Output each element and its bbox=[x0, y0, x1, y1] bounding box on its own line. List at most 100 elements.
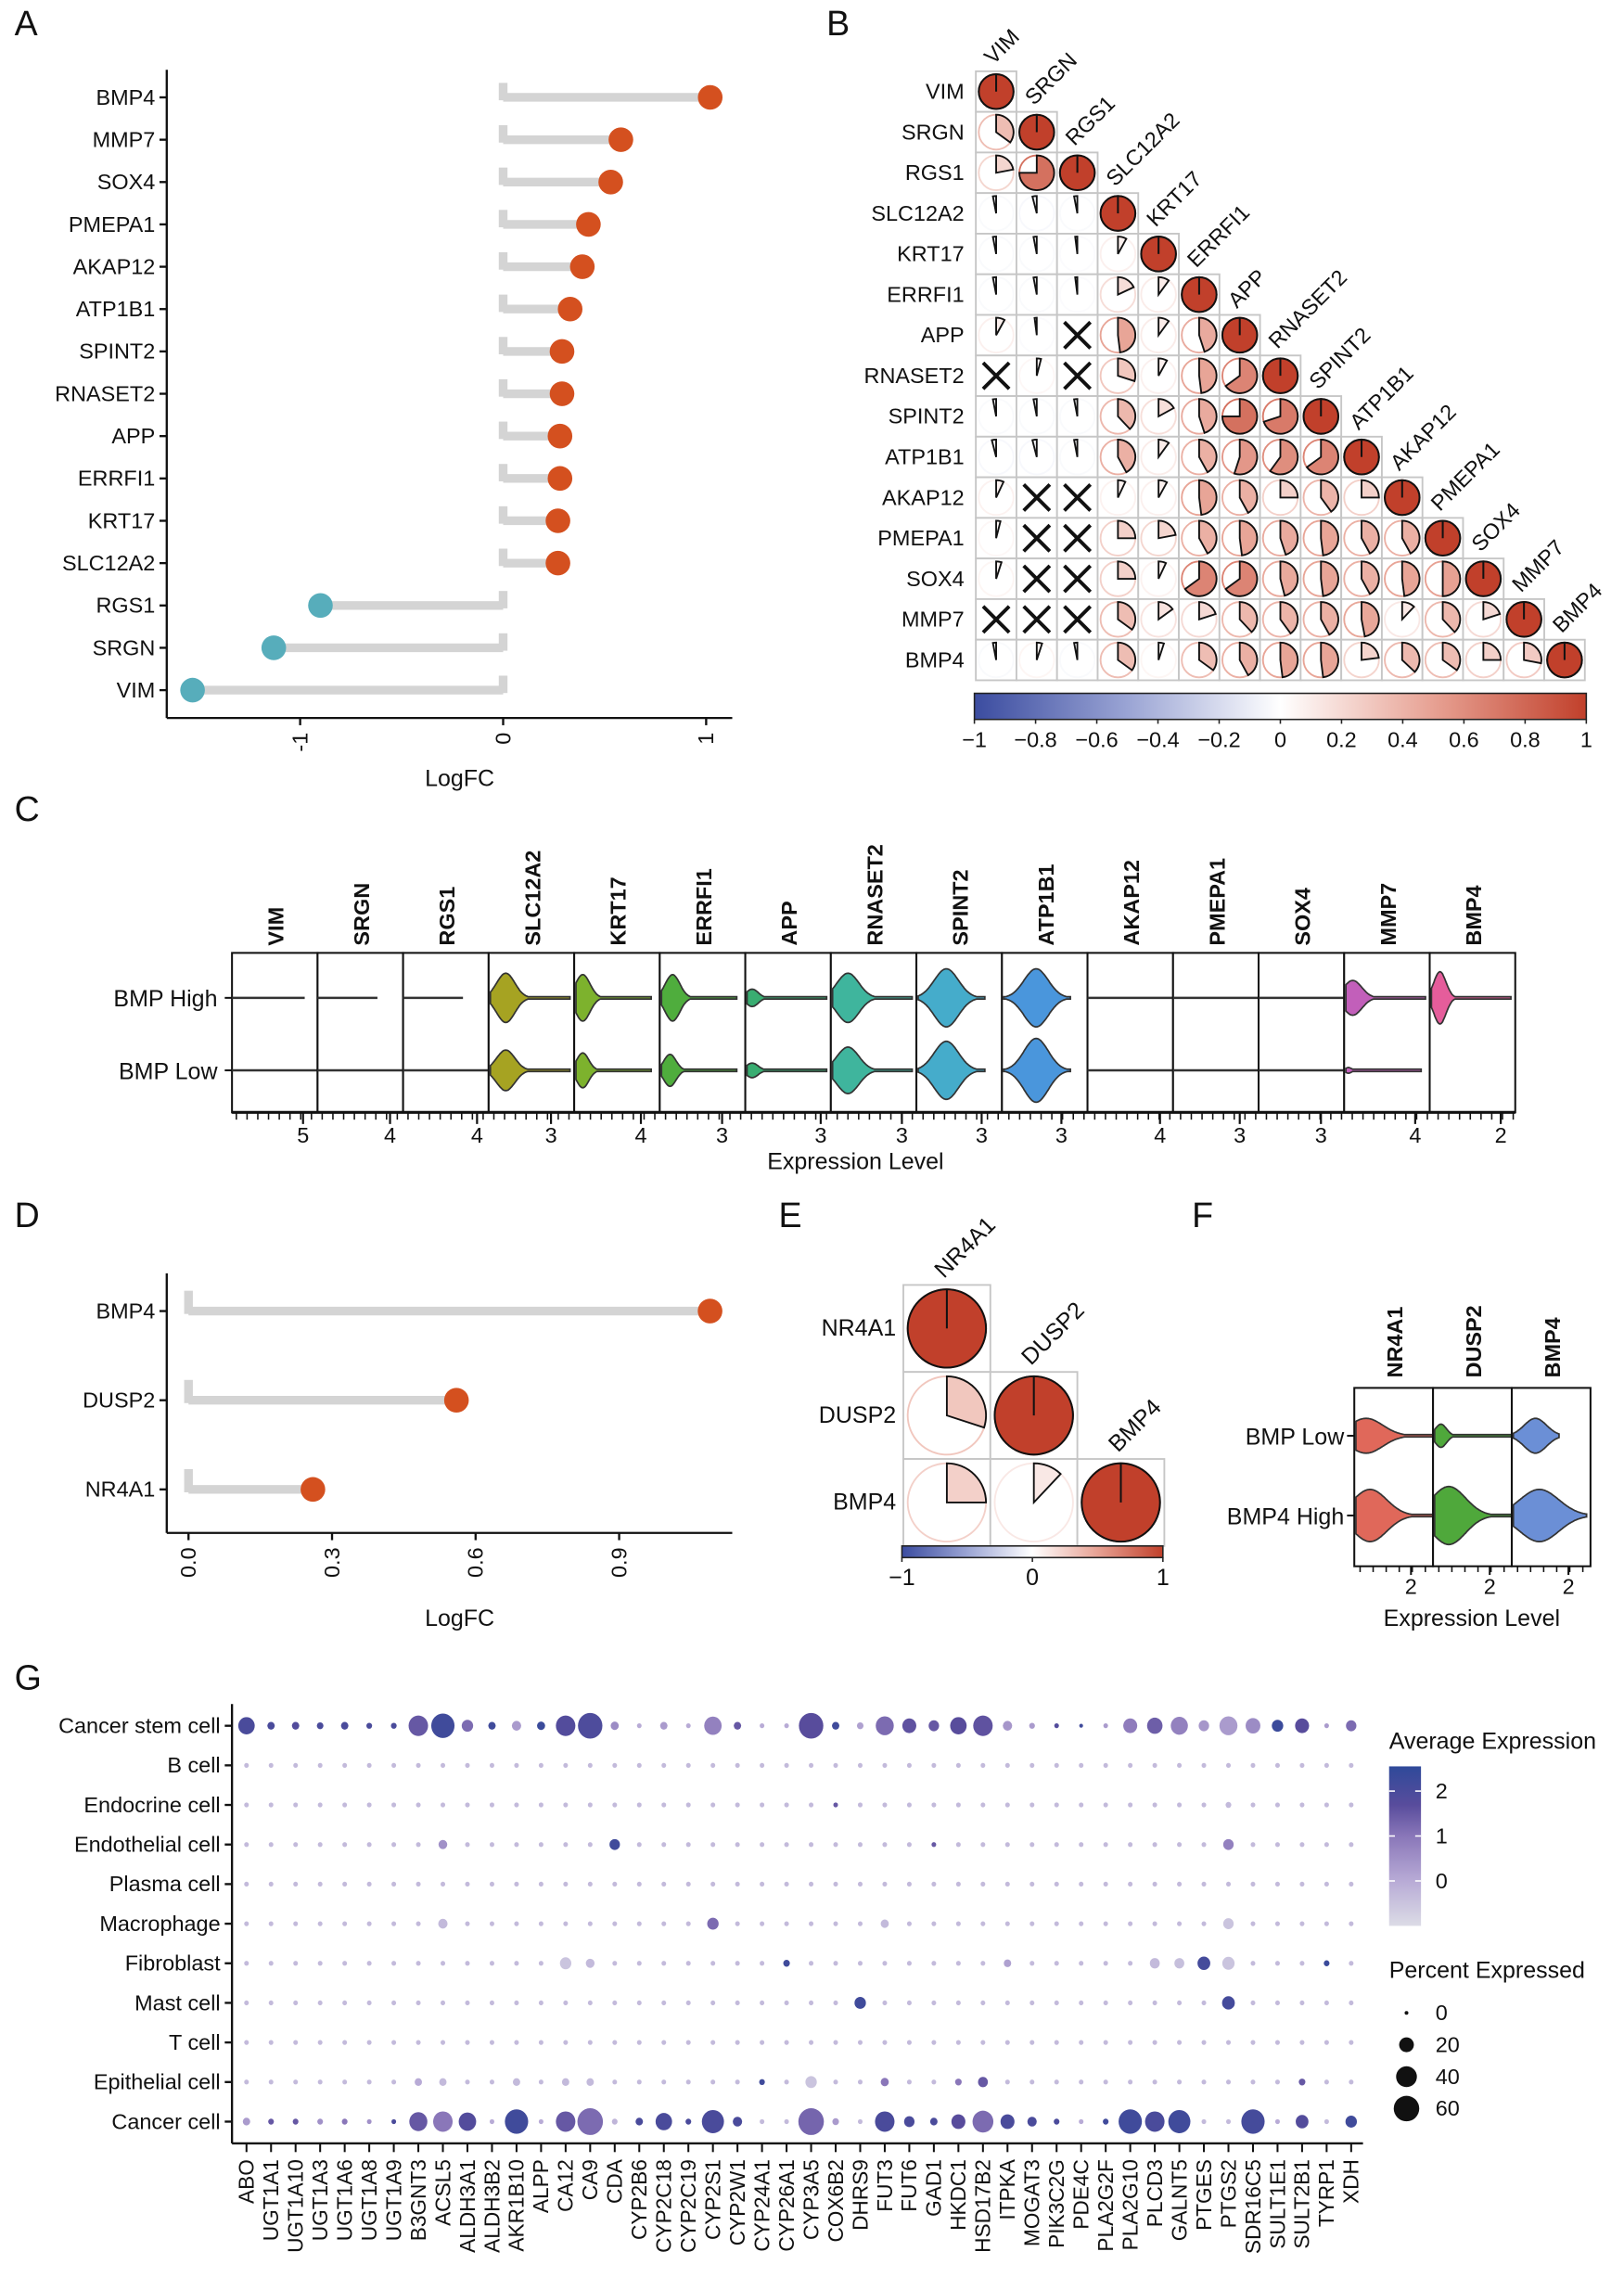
dot-alpp bbox=[538, 2040, 543, 2045]
dot-acsl5 bbox=[438, 1918, 448, 1929]
cell-type-label: T cell bbox=[169, 2030, 221, 2054]
dot-akr1b10 bbox=[514, 1802, 519, 1808]
dot-ugt1a6 bbox=[342, 1762, 348, 1768]
dot-cda bbox=[612, 1881, 618, 1887]
gene-label: ALDH3A1 bbox=[455, 2159, 480, 2253]
lollipop-point-dusp2 bbox=[443, 1388, 469, 1413]
expression-colorbar bbox=[1388, 1766, 1422, 1926]
gene-label: ITPKA bbox=[995, 2158, 1019, 2219]
violin-panel bbox=[1343, 952, 1431, 1114]
gene-column-label: SLC12A2 bbox=[520, 851, 544, 946]
correlation-pie bbox=[1197, 601, 1217, 621]
group-label: BMP4 High bbox=[1227, 1503, 1344, 1529]
dot-ugt1a10 bbox=[293, 2000, 299, 2006]
dot-pik3c2g bbox=[1054, 1762, 1059, 1768]
column-label: SRGN bbox=[1020, 48, 1081, 109]
lollipop-point-akap12 bbox=[569, 254, 595, 279]
column-label: SOX4 bbox=[1466, 498, 1525, 556]
x-tick-label: 2 bbox=[1563, 1574, 1575, 1598]
dot-ugt1a6 bbox=[342, 2040, 348, 2045]
correlation-pie bbox=[1482, 601, 1502, 621]
dot-pde4c bbox=[1079, 2118, 1084, 2125]
gene-label: GALNT5 bbox=[1167, 2159, 1191, 2241]
correlation-pie bbox=[1157, 316, 1170, 339]
colorbar-label: 1 bbox=[1157, 1565, 1170, 1591]
x-tick-label: 2 bbox=[1484, 1574, 1496, 1598]
dot-pik3c2g bbox=[1054, 2000, 1059, 2006]
violin-panel bbox=[573, 952, 661, 1114]
dot-pik3c2g bbox=[1054, 1842, 1059, 1848]
dot-mogat3 bbox=[1029, 2040, 1035, 2045]
dot-ugt1a9 bbox=[391, 2000, 397, 2006]
dot-aldh3b2 bbox=[489, 2040, 494, 2045]
dot-ugt1a1 bbox=[268, 1961, 274, 1966]
gene-column-label: DUSP2 bbox=[1462, 1305, 1486, 1377]
dot-mogat3 bbox=[1029, 1802, 1035, 1808]
dot-xdh bbox=[1349, 1881, 1354, 1887]
dot-ugt1a3 bbox=[317, 1762, 323, 1768]
dot-ptges bbox=[1201, 1802, 1207, 1808]
dot-ugt1a9 bbox=[391, 1961, 397, 1966]
dot-hkdc1 bbox=[955, 1961, 961, 1966]
dot-cyp24a1 bbox=[760, 1921, 765, 1926]
dot-cyp2s1 bbox=[710, 1881, 716, 1887]
x-tick-label: 3 bbox=[1234, 1123, 1246, 1147]
dot-sult1e1 bbox=[1274, 1762, 1280, 1768]
dot-cyp26a1 bbox=[784, 1842, 789, 1848]
dot-akr1b10 bbox=[514, 1762, 519, 1768]
dot-cyp26a1 bbox=[784, 2118, 789, 2125]
column-label: ERRFI1 bbox=[1183, 200, 1254, 272]
dot-ugt1a9 bbox=[391, 1842, 397, 1848]
dot-galnt5 bbox=[1177, 1762, 1183, 1768]
dot-ugt1a1 bbox=[268, 2040, 274, 2045]
correlation-pie bbox=[1523, 641, 1542, 665]
dot-plcd3 bbox=[1152, 2000, 1157, 2006]
gene-label: ATP1B1 bbox=[76, 297, 156, 321]
dot-ptgs2 bbox=[1221, 1996, 1235, 2010]
dot-pla2g10 bbox=[1128, 1921, 1133, 1926]
row-label: ATP1B1 bbox=[885, 445, 965, 469]
violin-bmp4 bbox=[1512, 1488, 1588, 1542]
dot-akr1b10 bbox=[514, 2000, 519, 2006]
dot-xdh bbox=[1349, 1802, 1354, 1808]
dot-mogat3 bbox=[1029, 1842, 1035, 1848]
panel-letter-d: D bbox=[15, 1196, 40, 1234]
column-label: SPINT2 bbox=[1304, 323, 1375, 393]
violin-panel bbox=[1258, 952, 1346, 1114]
gene-label: COX6B2 bbox=[824, 2159, 848, 2242]
dot-fut3 bbox=[882, 1961, 888, 1966]
dot-hkdc1 bbox=[955, 1921, 961, 1926]
dot-cda bbox=[611, 2118, 618, 2125]
dot-sdr16c5 bbox=[1250, 1802, 1256, 1808]
gene-label: UGT1A9 bbox=[381, 2159, 405, 2241]
dot-pla2g2f bbox=[1103, 2040, 1108, 2045]
dot-ptgs2 bbox=[1225, 1762, 1232, 1768]
dot-ptgs2 bbox=[1225, 1881, 1232, 1887]
lollipop-point-bmp4 bbox=[697, 1298, 722, 1324]
dot-dhrs9 bbox=[854, 1996, 866, 2009]
dot-cyp2c19 bbox=[685, 2040, 691, 2045]
dot-ugt1a1 bbox=[267, 1721, 275, 1730]
dot-ca12 bbox=[563, 1921, 569, 1926]
correlation-pie bbox=[995, 560, 1004, 580]
dot-cyp2s1 bbox=[707, 1917, 719, 1930]
dot-alpp bbox=[538, 2000, 543, 2006]
dot-hkdc1 bbox=[955, 2000, 961, 2006]
dot-aldh3b2 bbox=[489, 2079, 494, 2085]
violin-slc12a2 bbox=[489, 972, 571, 1024]
dot-cyp24a1 bbox=[759, 2079, 765, 2086]
column-label: RNASET2 bbox=[1263, 265, 1351, 353]
dot-abo bbox=[242, 2117, 250, 2126]
gene-label: PLCD3 bbox=[1143, 2159, 1167, 2227]
dot-ugt1a8 bbox=[366, 1961, 372, 1966]
dot-alpp bbox=[538, 2118, 543, 2125]
dot-b3gnt3 bbox=[416, 2000, 421, 2006]
dot-cox6b2 bbox=[833, 2079, 838, 2085]
correlation-pie bbox=[1238, 601, 1259, 633]
dot-ugt1a8 bbox=[366, 2000, 372, 2006]
dot-ugt1a1 bbox=[268, 1921, 274, 1926]
dot-ca9 bbox=[578, 1712, 603, 1739]
correlation-pie bbox=[1279, 479, 1299, 499]
dot-fut3 bbox=[880, 1919, 889, 1928]
dot-ugt1a8 bbox=[366, 2118, 372, 2125]
